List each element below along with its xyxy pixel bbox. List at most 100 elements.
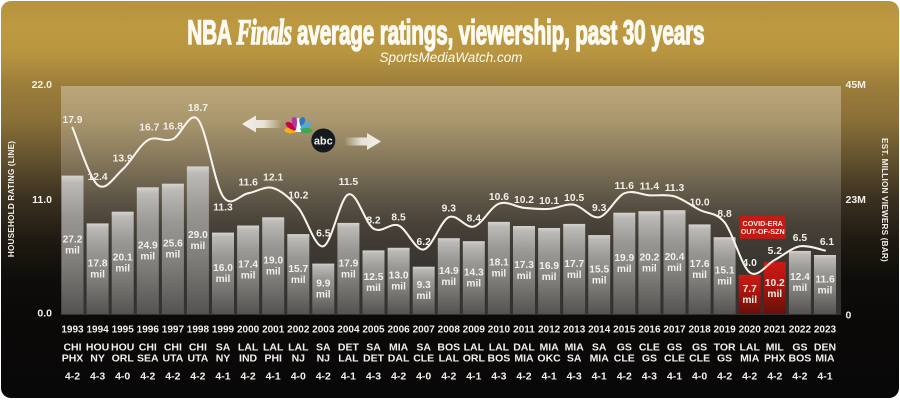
svg-text:ORL: ORL <box>112 353 135 365</box>
svg-text:11.3: 11.3 <box>665 183 685 194</box>
svg-text:SA: SA <box>592 342 607 354</box>
svg-text:10.5: 10.5 <box>564 193 584 204</box>
svg-text:0.0: 0.0 <box>37 308 52 320</box>
svg-text:8.4: 8.4 <box>467 213 482 224</box>
svg-text:4-2: 4-2 <box>140 371 155 383</box>
svg-text:19.0: 19.0 <box>263 256 283 267</box>
svg-text:4-0: 4-0 <box>115 371 130 383</box>
svg-text:4-0: 4-0 <box>291 371 306 383</box>
svg-text:2010: 2010 <box>488 325 511 336</box>
svg-text:GS: GS <box>692 342 707 354</box>
svg-text:20.2: 20.2 <box>639 252 659 263</box>
svg-text:MIA: MIA <box>815 353 835 365</box>
svg-text:4-1: 4-1 <box>466 371 481 383</box>
svg-text:45M: 45M <box>846 79 867 91</box>
svg-text:15.7: 15.7 <box>288 264 308 275</box>
svg-text:mil: mil <box>216 274 231 285</box>
svg-text:LAL: LAL <box>338 353 359 365</box>
svg-text:mil: mil <box>191 241 206 252</box>
svg-text:9.3: 9.3 <box>417 280 431 291</box>
svg-text:4-2: 4-2 <box>441 371 456 383</box>
svg-text:4-2: 4-2 <box>717 371 732 383</box>
svg-text:MIA: MIA <box>389 342 409 354</box>
svg-text:mil: mil <box>642 263 657 274</box>
svg-text:2004: 2004 <box>337 325 360 336</box>
svg-text:4-1: 4-1 <box>542 371 557 383</box>
svg-text:mil: mil <box>291 275 306 286</box>
svg-text:MIA: MIA <box>514 353 534 365</box>
svg-text:9.9: 9.9 <box>316 279 330 290</box>
svg-text:MIA: MIA <box>539 342 559 354</box>
svg-text:SEA: SEA <box>137 353 159 365</box>
svg-text:15.5: 15.5 <box>589 264 609 275</box>
svg-text:1995: 1995 <box>112 325 135 336</box>
svg-text:SA: SA <box>366 342 381 354</box>
svg-text:11.6: 11.6 <box>238 177 258 188</box>
svg-text:NY: NY <box>90 353 105 365</box>
svg-text:19.9: 19.9 <box>614 253 634 264</box>
svg-text:mil: mil <box>717 276 732 287</box>
svg-text:GS: GS <box>717 353 732 365</box>
svg-text:GS: GS <box>667 342 682 354</box>
svg-text:HOUSEHOLD RATING (LINE): HOUSEHOLD RATING (LINE) <box>7 141 16 257</box>
svg-text:4-3: 4-3 <box>366 371 381 383</box>
svg-text:mil: mil <box>466 278 481 289</box>
svg-text:12.1: 12.1 <box>263 172 283 183</box>
svg-text:CLE: CLE <box>664 353 685 365</box>
svg-text:mil: mil <box>742 295 757 306</box>
svg-text:4-2: 4-2 <box>65 371 80 383</box>
svg-text:MIA: MIA <box>565 342 585 354</box>
svg-text:18.7: 18.7 <box>188 103 208 114</box>
svg-text:CHI: CHI <box>63 342 81 354</box>
svg-text:2003: 2003 <box>312 325 335 336</box>
svg-text:10.1: 10.1 <box>539 196 559 207</box>
svg-text:24.9: 24.9 <box>138 240 158 251</box>
svg-text:17.3: 17.3 <box>514 260 534 271</box>
svg-text:IND: IND <box>239 353 258 365</box>
svg-text:18.1: 18.1 <box>489 258 509 269</box>
svg-text:2019: 2019 <box>713 325 736 336</box>
svg-text:mil: mil <box>166 250 181 261</box>
svg-text:11.5: 11.5 <box>339 177 359 188</box>
svg-text:mil: mil <box>617 264 632 275</box>
svg-text:8.2: 8.2 <box>366 215 381 226</box>
svg-text:11.6: 11.6 <box>615 181 635 192</box>
svg-text:2001: 2001 <box>262 325 285 336</box>
svg-text:4-1: 4-1 <box>667 371 682 383</box>
svg-text:SA: SA <box>416 342 431 354</box>
svg-text:4-2: 4-2 <box>767 371 782 383</box>
svg-text:DAL: DAL <box>388 353 410 365</box>
svg-text:GS: GS <box>642 353 657 365</box>
svg-text:4-3: 4-3 <box>642 371 657 383</box>
svg-text:6.5: 6.5 <box>793 233 808 244</box>
svg-text:4-2: 4-2 <box>792 371 807 383</box>
svg-text:NJ: NJ <box>292 353 306 365</box>
svg-text:16.7: 16.7 <box>139 123 159 134</box>
svg-text:DET: DET <box>338 342 360 354</box>
svg-text:4-2: 4-2 <box>190 371 205 383</box>
svg-text:1999: 1999 <box>212 325 235 336</box>
svg-text:mil: mil <box>767 289 782 300</box>
svg-text:29.0: 29.0 <box>188 230 208 241</box>
svg-text:2015: 2015 <box>613 325 636 336</box>
svg-text:2006: 2006 <box>387 325 410 336</box>
svg-text:mil: mil <box>90 270 105 281</box>
svg-text:CLE: CLE <box>639 342 660 354</box>
svg-text:17.9: 17.9 <box>62 115 82 126</box>
svg-text:4-3: 4-3 <box>567 371 582 383</box>
svg-text:9.3: 9.3 <box>442 203 457 214</box>
svg-text:0: 0 <box>846 310 852 322</box>
svg-text:25.6: 25.6 <box>163 239 183 250</box>
svg-text:4-2: 4-2 <box>742 371 757 383</box>
svg-text:12.4: 12.4 <box>88 172 108 183</box>
svg-text:mil: mil <box>517 271 532 282</box>
svg-text:LAL: LAL <box>263 342 284 354</box>
svg-text:2021: 2021 <box>764 325 787 336</box>
svg-text:mil: mil <box>65 246 80 257</box>
svg-text:17.8: 17.8 <box>88 259 108 270</box>
svg-text:2013: 2013 <box>563 325 586 336</box>
svg-text:LAL: LAL <box>489 342 510 354</box>
svg-text:4-3: 4-3 <box>491 371 506 383</box>
svg-text:HOU: HOU <box>86 342 109 354</box>
svg-text:CHI: CHI <box>164 342 182 354</box>
